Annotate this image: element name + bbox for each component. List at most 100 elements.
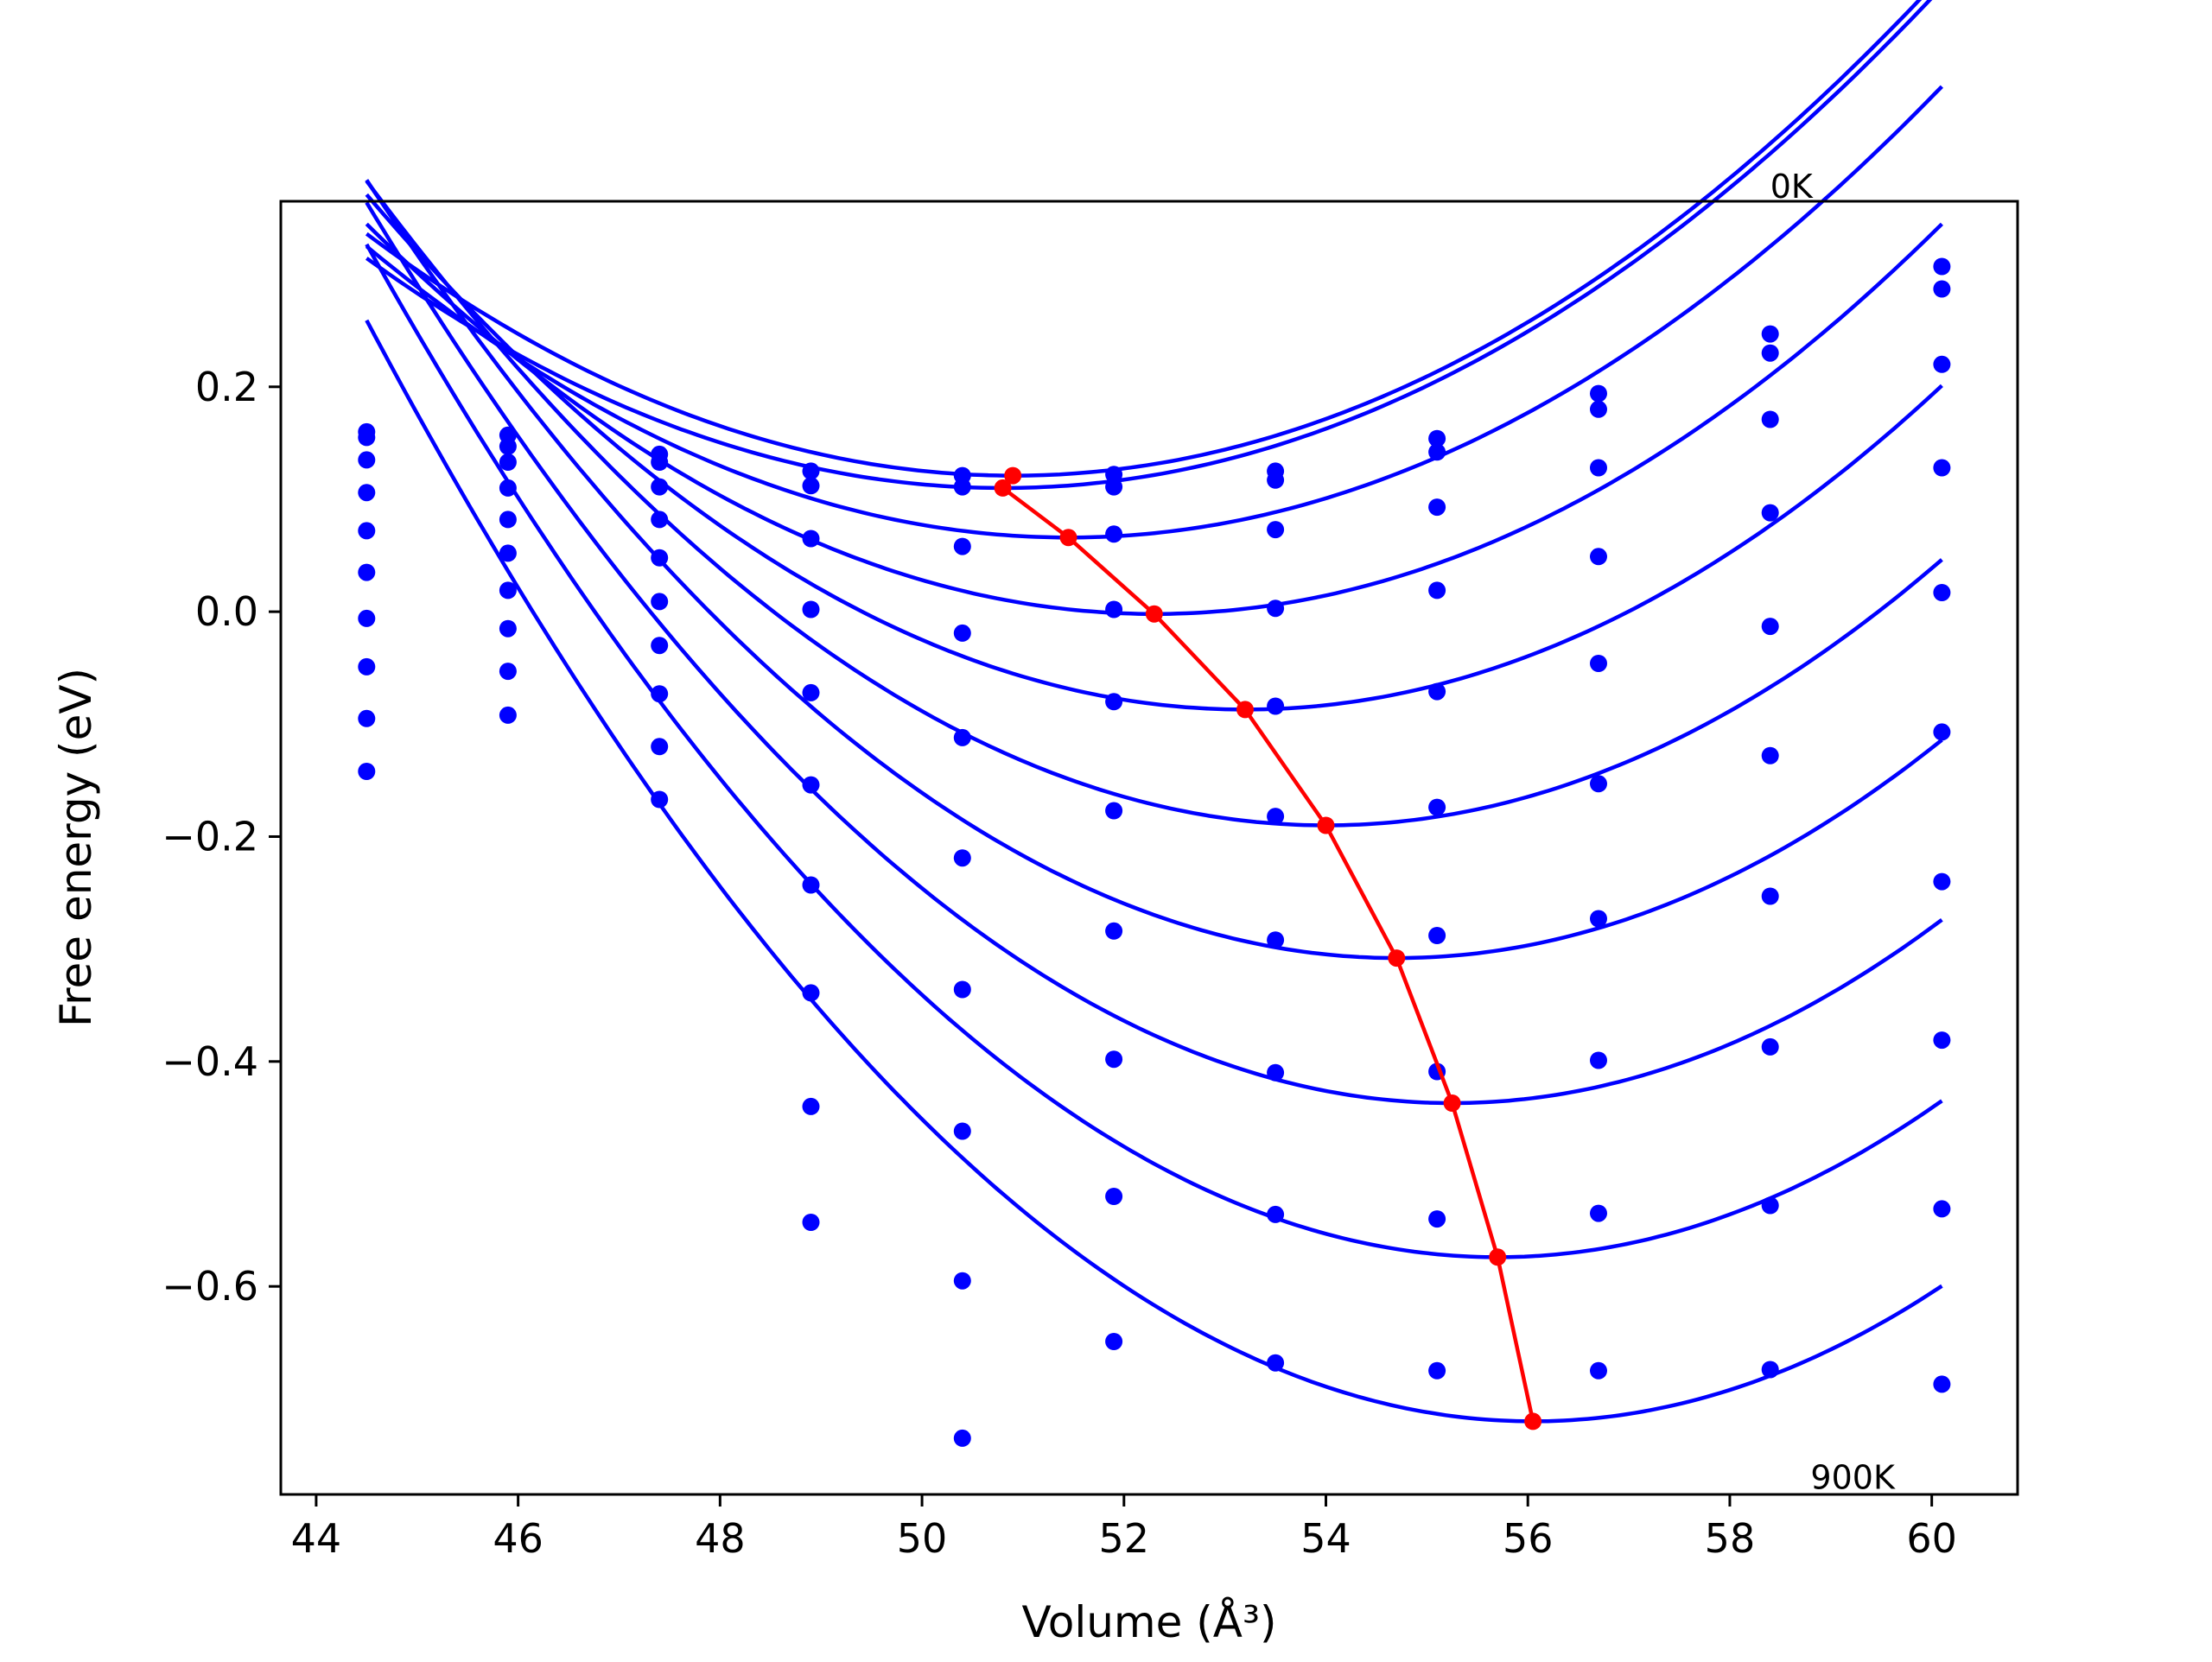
y-tick-label-0: −0.6 [162,1263,258,1310]
data-point-9-2 [651,790,669,809]
data-point-7-3 [802,984,820,1002]
data-point-3-5 [1105,600,1123,618]
data-point-5-6 [1267,808,1285,826]
x-tick-label-5: 54 [1300,1515,1351,1562]
data-point-3-0 [358,484,376,502]
data-point-6-0 [358,609,376,627]
data-point-7-0 [358,657,376,676]
data-point-8-5 [1105,1188,1123,1205]
data-point-6-9 [1761,887,1779,905]
data-point-6-1 [499,581,517,599]
fit-curve-8 [365,243,1943,1259]
data-point-7-8 [1590,1051,1607,1069]
data-point-1-7 [1428,443,1446,461]
data-point-5-10 [1933,723,1951,741]
axis-ticks: 44 46 48 50 52 54 56 58 60 −0.6 −0.4 −0.2 0.0 0.2 [162,364,1957,1562]
data-point-2-6 [1267,521,1285,539]
x-tick-label-0: 44 [291,1515,342,1562]
minimum-point-2 [1059,529,1077,547]
data-point-1-10 [1933,280,1951,298]
fit-curve-1 [365,0,1933,491]
fit-curve-6 [365,179,1943,961]
data-point-2-2 [651,478,669,496]
data-point-2-10 [1933,355,1951,373]
x-tick-label-4: 52 [1099,1515,1150,1562]
data-point-7-4 [953,1122,971,1140]
data-point-5-1 [499,544,517,562]
fit-curve-0 [365,0,1923,478]
data-point-2-8 [1590,459,1607,477]
data-point-9-5 [1105,1333,1123,1350]
data-point-5-5 [1105,802,1123,820]
data-point-4-7 [1428,682,1446,701]
fit-curve-4 [365,193,1943,712]
data-point-7-10 [1933,1031,1951,1050]
data-point-3-4 [953,624,971,642]
y-tick-label-4: 0.2 [195,364,258,410]
y-tick-label-2: −0.2 [162,813,258,860]
data-point-0-3 [802,462,820,480]
minimum-point-3 [1145,605,1163,623]
data-point-8-7 [1428,1210,1446,1228]
data-point-8-4 [953,1272,971,1290]
fit-curve-2 [365,85,1943,540]
data-point-3-8 [1590,548,1607,566]
annotation-0: 0K [1770,168,1814,206]
data-point-9-8 [1590,1361,1607,1380]
data-point-6-2 [651,637,669,655]
x-tick-label-2: 48 [695,1515,746,1562]
data-point-7-2 [651,685,669,703]
data-point-5-0 [358,563,376,581]
data-point-5-8 [1590,775,1607,793]
x-tick-label-3: 50 [897,1515,948,1562]
plot-marks [358,0,1951,1447]
minimum-point-5 [1317,816,1335,834]
data-point-8-2 [651,738,669,756]
y-tick-label-3: 0.0 [195,588,258,635]
data-point-6-4 [953,980,971,999]
y-tick-label-1: −0.4 [162,1038,258,1085]
data-point-0-8 [1590,384,1607,403]
data-point-6-8 [1590,910,1607,928]
data-point-8-10 [1933,1200,1951,1218]
data-point-4-8 [1590,655,1607,672]
data-point-3-6 [1267,599,1285,618]
data-point-5-7 [1428,798,1446,816]
data-point-9-1 [499,706,517,724]
data-point-4-1 [499,511,517,529]
minimum-point-4 [1236,701,1254,719]
data-point-5-4 [953,849,971,867]
minimum-line [1000,474,1535,1422]
data-point-8-1 [499,663,517,681]
data-point-8-9 [1761,1196,1779,1215]
data-point-0-10 [1933,257,1951,276]
data-point-7-5 [1105,1050,1123,1069]
fit-curve-5 [365,180,1943,828]
minimum-point-7 [1443,1094,1461,1112]
data-point-2-7 [1428,498,1446,517]
data-point-6-10 [1933,872,1951,891]
data-point-9-9 [1761,1361,1779,1379]
data-point-1-4 [953,478,971,496]
data-point-9-4 [953,1429,971,1447]
data-point-3-9 [1761,504,1779,522]
data-point-6-6 [1267,931,1285,949]
data-point-0-5 [1105,466,1123,484]
plot-frame [279,200,2019,1496]
data-point-1-5 [1105,478,1123,496]
fit-curve-9 [365,319,1943,1424]
data-point-4-5 [1105,693,1123,711]
annotation-1: 900K [1810,1458,1896,1496]
data-point-4-6 [1267,697,1285,715]
data-point-0-7 [1428,429,1446,447]
x-tick-label-7: 58 [1705,1515,1756,1562]
minimum-point-6 [1388,949,1406,967]
data-point-1-8 [1590,400,1607,418]
data-point-2-9 [1761,410,1779,428]
data-point-6-7 [1428,927,1446,944]
x-tick-label-1: 46 [493,1515,543,1562]
data-point-4-4 [953,728,971,746]
data-point-9-7 [1428,1361,1446,1380]
